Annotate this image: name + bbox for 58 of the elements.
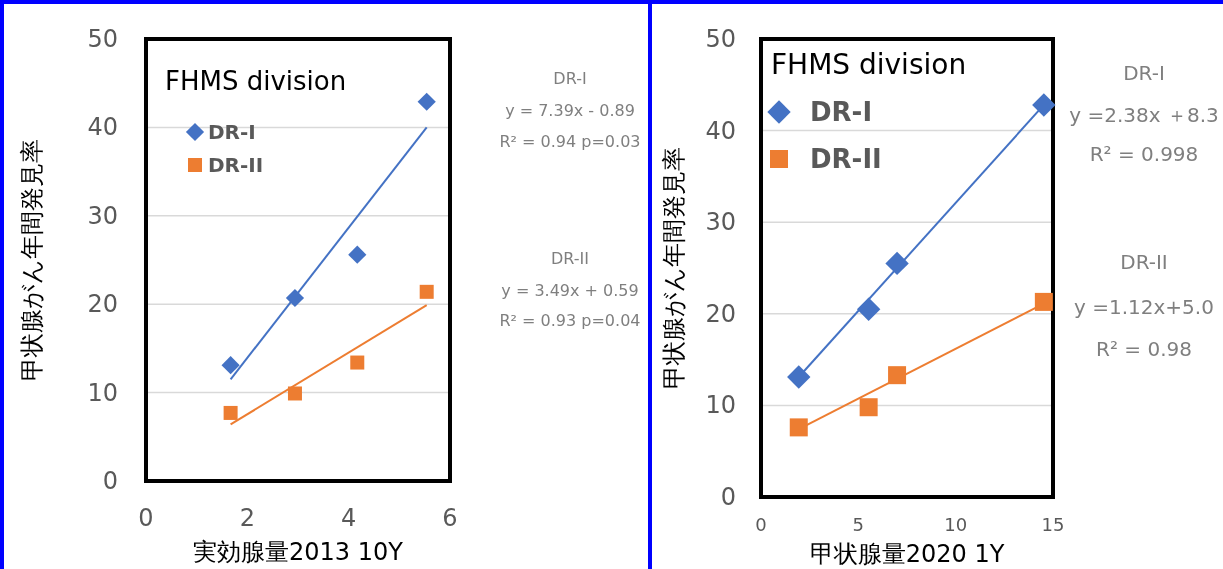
y-tick-label: 20	[87, 290, 118, 319]
legend-label: DR-II	[208, 153, 264, 178]
x-tick-label: 2	[239, 504, 255, 532]
text: DR-I	[1123, 61, 1165, 85]
legend-label: DR-I	[810, 97, 873, 128]
y-tick-label: 40	[87, 113, 118, 142]
y-tick-label: 30	[705, 208, 736, 237]
text: R² = 0.98	[1096, 337, 1192, 361]
legend-label: DR-II	[810, 144, 882, 175]
y-tick-label: 50	[87, 25, 118, 53]
text: y =1.12x+5.0	[1074, 295, 1214, 319]
point	[419, 284, 434, 299]
text: DR-I	[553, 69, 587, 88]
text: y =2.38x ＋8.3	[1069, 103, 1219, 127]
y-axis-title: 甲状腺がん年間発見率	[660, 147, 688, 389]
point	[856, 297, 881, 321]
text: y = 7.39x - 0.89	[505, 101, 635, 120]
x-tick-label: 5	[852, 514, 865, 535]
y-axis-title: 甲状腺がん年間発見率	[18, 139, 46, 381]
x-tick-label: 15	[1041, 514, 1065, 535]
point	[1034, 292, 1053, 311]
legend-title: FHMS division	[165, 66, 347, 96]
point	[350, 355, 365, 370]
x-tick-label: 10	[944, 514, 968, 535]
text: R² = 0.93 p=0.04	[499, 311, 641, 330]
x-tick-label: 6	[442, 504, 458, 532]
y-tick-label: 0	[102, 467, 118, 495]
text: DR-II	[551, 249, 589, 268]
point	[285, 288, 305, 308]
x-tick-label: 0	[138, 504, 154, 532]
y-tick-label: 10	[705, 391, 736, 420]
y-tick-label: 40	[705, 116, 736, 145]
text: DR-II	[1120, 250, 1168, 274]
y-tick-label: 50	[705, 25, 736, 53]
legend-title: FHMS division	[771, 48, 967, 81]
y-tick-label: 10	[87, 378, 118, 407]
point	[888, 366, 907, 385]
point	[1032, 93, 1056, 117]
y-tick-label: 20	[705, 299, 736, 328]
point	[417, 92, 436, 111]
point	[885, 251, 909, 276]
point	[859, 398, 878, 417]
text: y = 3.49x + 0.59	[501, 281, 639, 300]
x-tick-label: 4	[341, 504, 357, 532]
point	[223, 405, 238, 420]
x-axis-title: 甲状腺量2020 1Y	[809, 540, 1005, 568]
point	[221, 356, 240, 375]
point	[789, 418, 808, 437]
text: R² = 0.94 p=0.03	[499, 132, 641, 151]
point	[348, 245, 367, 264]
x-tick-label: 0	[755, 514, 767, 535]
y-tick-label: 30	[87, 201, 118, 230]
y-tick-label: 0	[720, 483, 736, 511]
text: R² = 0.998	[1089, 142, 1199, 166]
point	[787, 365, 811, 389]
legend-label: DR-I	[208, 120, 256, 145]
point	[287, 386, 302, 401]
x-axis-title: 実効腺量2013 10Y	[193, 538, 404, 566]
